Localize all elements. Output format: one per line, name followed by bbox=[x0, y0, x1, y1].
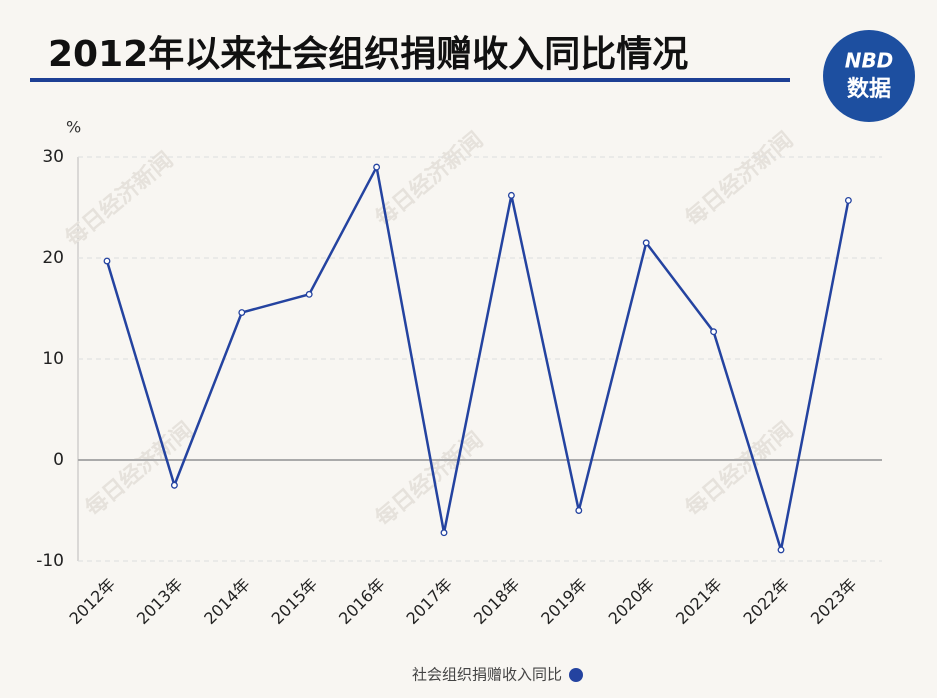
data-point bbox=[170, 481, 178, 489]
y-tick-label: 0 bbox=[53, 450, 64, 470]
chart-title: 2012年以来社会组织捐赠收入同比情况 bbox=[48, 34, 688, 75]
data-point bbox=[710, 328, 718, 336]
data-point bbox=[642, 239, 650, 247]
data-point bbox=[440, 529, 448, 537]
logo-bottom: 数据 bbox=[847, 76, 891, 102]
logo bbox=[823, 30, 915, 122]
y-tick-label: 30 bbox=[42, 147, 64, 167]
title-underline bbox=[30, 78, 790, 82]
y-tick-label: -10 bbox=[36, 551, 64, 571]
legend-label: 社会组织捐赠收入同比 bbox=[412, 666, 562, 684]
data-point bbox=[103, 257, 111, 265]
data-point bbox=[844, 196, 852, 204]
data-point bbox=[507, 191, 515, 199]
y-axis-label: % bbox=[66, 118, 81, 137]
data-point bbox=[777, 546, 785, 554]
legend-marker bbox=[569, 668, 583, 682]
data-point bbox=[575, 507, 583, 514]
logo-top: NBD bbox=[845, 49, 894, 73]
data-point bbox=[305, 290, 313, 298]
y-tick-label: 10 bbox=[42, 349, 64, 369]
y-tick-label: 20 bbox=[42, 248, 64, 268]
data-line bbox=[105, 163, 850, 551]
data-point bbox=[238, 309, 246, 316]
data-point bbox=[373, 163, 381, 171]
